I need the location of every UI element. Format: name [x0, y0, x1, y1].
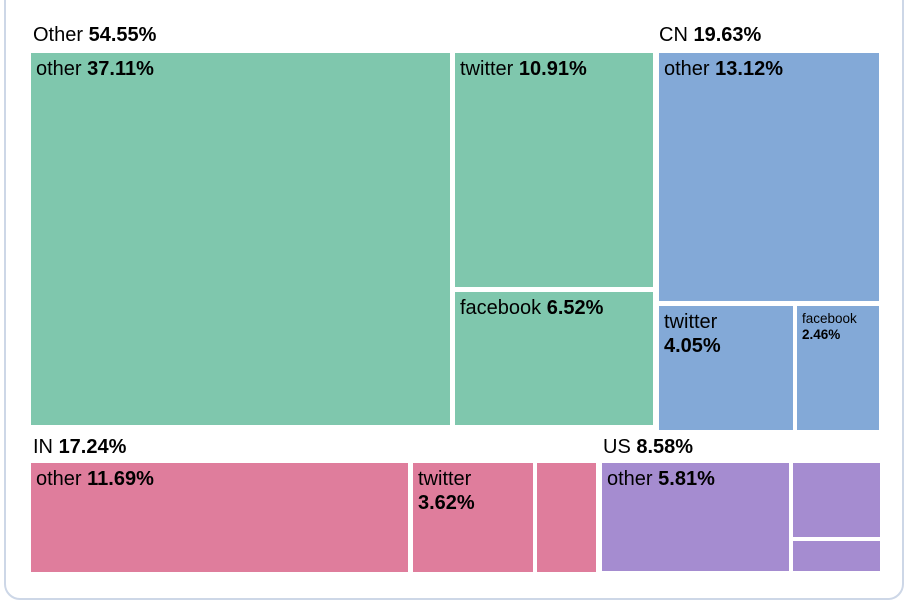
group-name: CN — [659, 24, 688, 46]
group-name: IN — [33, 436, 53, 458]
group-label-in: IN 17.24% — [33, 436, 126, 458]
group-value: 17.24% — [58, 436, 127, 458]
cell-us-other[interactable]: other 5.81% — [602, 463, 789, 571]
cell-value: 10.91% — [518, 58, 587, 80]
cell-other-other[interactable]: other 37.11% — [31, 53, 450, 425]
cell-cn-other[interactable]: other 13.12% — [659, 53, 879, 301]
group-label-other: Other 54.55% — [33, 24, 156, 46]
cell-us-unlabeled-top[interactable] — [793, 463, 880, 537]
cell-name: facebook — [460, 297, 542, 319]
cell-name: other — [664, 58, 710, 80]
cell-in-other[interactable]: other 11.69% — [31, 463, 408, 572]
group-label-cn: CN 19.63% — [659, 24, 761, 46]
cell-in-unlabeled[interactable] — [537, 463, 596, 572]
cell-value: 4.05% — [664, 335, 721, 358]
cell-value: 5.81% — [658, 468, 715, 490]
group-value: 8.58% — [636, 436, 694, 458]
cell-value: 6.52% — [546, 297, 604, 319]
cell-us-unlabeled-bottom[interactable] — [793, 541, 880, 571]
group-name: US — [603, 436, 631, 458]
cell-name: facebook — [802, 311, 857, 326]
cell-value: 3.62% — [418, 492, 475, 515]
group-value: 54.55% — [88, 24, 157, 46]
cell-name: twitter — [460, 58, 514, 80]
cell-other-twitter[interactable]: twitter 10.91% — [455, 53, 653, 287]
cell-value: 37.11% — [87, 58, 154, 80]
cell-name: twitter — [418, 468, 472, 490]
cell-in-twitter[interactable]: twitter 3.62% — [413, 463, 533, 572]
cell-name: other — [36, 58, 82, 80]
cell-value: 2.46% — [802, 327, 841, 343]
group-label-us: US 8.58% — [603, 436, 693, 458]
cell-cn-facebook[interactable]: facebook 2.46% — [797, 306, 879, 430]
cell-value: 11.69% — [87, 468, 154, 490]
cell-name: other — [607, 468, 653, 490]
group-value: 19.63% — [693, 24, 762, 46]
cell-name: twitter — [664, 311, 718, 333]
group-name: Other — [33, 24, 84, 46]
cell-other-facebook[interactable]: facebook 6.52% — [455, 292, 653, 425]
cell-cn-twitter[interactable]: twitter 4.05% — [659, 306, 793, 430]
cell-name: other — [36, 468, 82, 490]
cell-value: 13.12% — [715, 58, 783, 80]
